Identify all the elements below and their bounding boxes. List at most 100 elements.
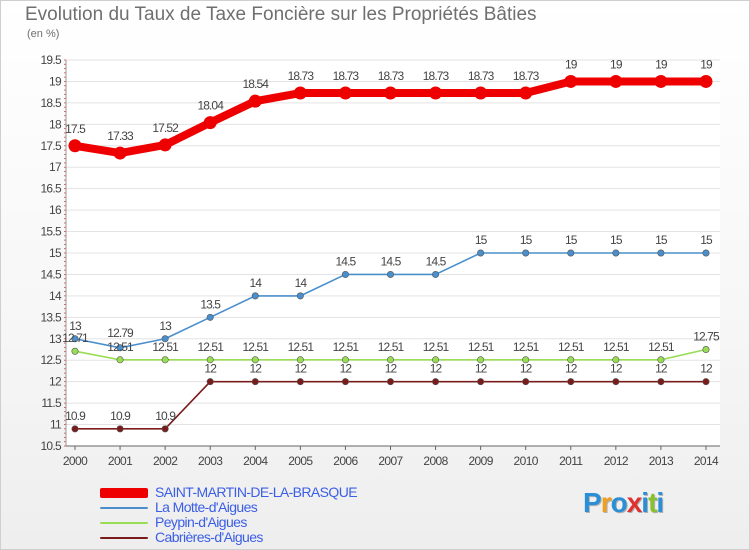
data-point [699, 74, 713, 88]
data-point [341, 270, 349, 278]
data-label: 12.51 [152, 340, 179, 354]
x-tick-label: 2003 [198, 454, 223, 468]
data-label: 12.75 [693, 330, 720, 344]
data-label: 12.51 [243, 340, 270, 354]
data-point [702, 345, 710, 353]
data-point [522, 356, 530, 364]
data-point [432, 356, 440, 364]
data-point [116, 344, 124, 352]
data-point [432, 270, 440, 278]
data-label: 12.51 [423, 340, 450, 354]
x-tick-label: 2007 [378, 454, 403, 468]
data-point [564, 74, 578, 88]
data-point [206, 378, 214, 386]
data-label: 19 [565, 57, 578, 71]
data-label: 12.51 [468, 340, 495, 354]
data-point [113, 146, 127, 160]
data-label: 10.9 [110, 409, 131, 423]
data-label: 12 [385, 362, 398, 376]
data-point [657, 249, 665, 257]
y-tick-label: 12.5 [40, 353, 62, 367]
logo-letter: x [626, 487, 643, 518]
data-point [567, 378, 575, 386]
data-point [702, 249, 710, 257]
legend-label: SAINT-MARTIN-DE-LA-BRASQUE [155, 484, 358, 500]
data-label: 12 [340, 362, 353, 376]
data-label: 18.73 [333, 69, 360, 83]
data-point [206, 356, 214, 364]
legend-swatch [100, 487, 148, 498]
data-point [612, 356, 620, 364]
data-point [609, 74, 623, 88]
data-label: 12.71 [62, 331, 89, 345]
data-label: 12 [655, 362, 668, 376]
data-label: 14.5 [381, 254, 402, 268]
data-point [432, 378, 440, 386]
data-point [567, 249, 575, 257]
legend-item-cabrieres: Cabrières-d'Aigues [100, 530, 357, 545]
data-point [161, 356, 169, 364]
data-point [341, 378, 349, 386]
x-tick-label: 2012 [604, 454, 629, 468]
y-tick-label: 12 [49, 375, 62, 389]
chart-title: Evolution du Taux de Taxe Foncière sur l… [25, 4, 537, 25]
data-label: 12.51 [378, 340, 405, 354]
data-label: 15 [655, 233, 668, 247]
legend-swatch [100, 536, 148, 539]
y-tick-label: 17 [49, 160, 62, 174]
x-tick-label: 2006 [333, 454, 358, 468]
data-label: 17.52 [152, 121, 179, 135]
legend-item-la-motte: La Motte-d'Aigues [100, 500, 357, 515]
data-label: 19 [700, 57, 713, 71]
y-tick-label: 16.5 [40, 182, 62, 196]
data-label: 18.73 [288, 69, 315, 83]
x-tick-label: 2000 [63, 454, 88, 468]
y-tick-label: 19 [49, 74, 62, 88]
data-label: 10.9 [155, 409, 176, 423]
data-point [429, 86, 443, 100]
legend-item-saint-martin: SAINT-MARTIN-DE-LA-BRASQUE [100, 484, 358, 500]
x-tick-label: 2011 [559, 454, 583, 468]
y-tick-label: 15 [49, 246, 62, 260]
data-label: 19 [610, 57, 623, 71]
data-label: 15 [700, 233, 713, 247]
logo-letter: i [641, 487, 649, 518]
data-point [612, 378, 620, 386]
data-label: 18.73 [468, 69, 495, 83]
data-point [341, 356, 349, 364]
legend-label: Cabrières-d'Aigues [155, 529, 263, 545]
data-label: 12 [700, 362, 713, 376]
data-label: 10.9 [65, 409, 86, 423]
data-point [702, 378, 710, 386]
data-label: 12.51 [107, 340, 134, 354]
data-point [206, 313, 214, 321]
y-tick-label: 11.5 [41, 396, 62, 410]
logo-letter: t [648, 487, 657, 518]
data-point [71, 335, 79, 343]
data-label: 17.33 [107, 129, 134, 143]
data-label: 12.51 [558, 340, 585, 354]
data-point [522, 378, 530, 386]
y-tick-label: 16 [49, 203, 62, 217]
y-tick-label: 17.5 [40, 139, 62, 153]
data-label: 13 [159, 319, 172, 333]
x-tick-label: 2005 [288, 454, 313, 468]
data-point [477, 356, 485, 364]
legend-item-peypin: Peypin-d'Aigues [100, 515, 357, 530]
data-point [522, 249, 530, 257]
data-label: 14 [295, 276, 308, 290]
data-label: 19 [655, 57, 668, 71]
data-label: 12.51 [197, 340, 224, 354]
y-tick-label: 15.5 [40, 225, 62, 239]
data-label: 13 [69, 319, 82, 333]
legend-swatch [100, 506, 148, 509]
logo-letter: o [610, 487, 628, 518]
data-point [251, 356, 259, 364]
data-label: 18.54 [243, 77, 270, 91]
legend-swatch [100, 521, 148, 524]
legend-label: La Motte-d'Aigues [155, 499, 258, 515]
data-point [248, 94, 262, 108]
data-point [251, 378, 259, 386]
data-label: 15 [610, 233, 623, 247]
data-label: 18.73 [513, 69, 540, 83]
